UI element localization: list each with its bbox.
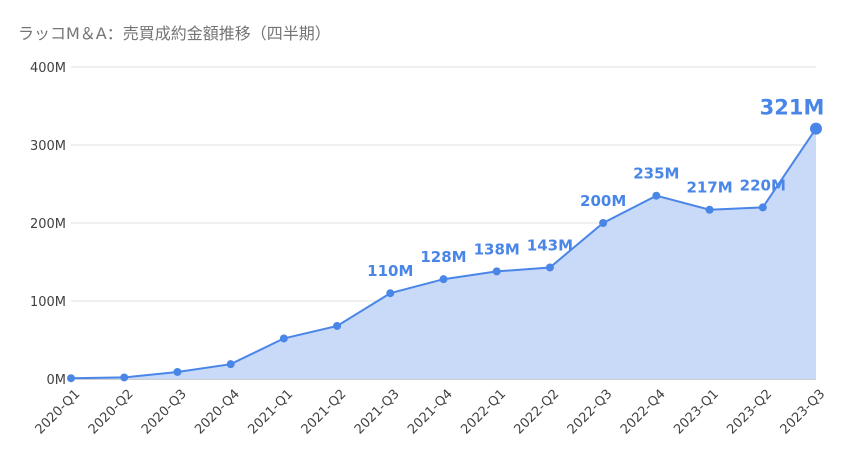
x-tick-label: 2023-Q1 xyxy=(671,387,722,438)
data-label: 200M xyxy=(580,192,626,210)
data-label: 128M xyxy=(420,248,466,266)
data-label: 110M xyxy=(367,262,413,280)
y-tick-label: 300M xyxy=(30,139,66,154)
x-tick-label: 2021-Q4 xyxy=(405,387,456,438)
y-axis-ticks: 0M 100M 200M 300M 400M xyxy=(30,61,66,388)
y-tick-label: 0M xyxy=(47,373,67,388)
data-point xyxy=(120,373,129,382)
data-point xyxy=(545,263,554,272)
chart-title: ラッコM＆A：売買成約金額推移（四半期） xyxy=(18,24,331,43)
x-tick-label: 2022-Q3 xyxy=(565,387,616,438)
x-tick-label: 2020-Q2 xyxy=(86,387,137,438)
area-fill xyxy=(71,128,816,379)
x-tick-label: 2021-Q2 xyxy=(299,387,350,438)
x-axis-ticks: 2020-Q1 2020-Q2 2020-Q3 2020-Q4 2021-Q1 2021-… xyxy=(33,387,829,438)
x-tick-label: 2022-Q4 xyxy=(618,387,669,438)
data-point xyxy=(173,367,182,376)
y-tick-label: 200M xyxy=(30,217,66,232)
x-tick-label: 2023-Q3 xyxy=(778,387,829,438)
x-tick-label: 2020-Q1 xyxy=(33,387,84,438)
x-tick-label: 2021-Q1 xyxy=(245,387,296,438)
data-point xyxy=(226,360,235,369)
x-tick-label: 2023-Q2 xyxy=(724,387,775,438)
data-point xyxy=(67,374,75,383)
data-point xyxy=(492,267,501,276)
data-point xyxy=(279,334,288,343)
y-tick-label: 100M xyxy=(30,295,66,310)
x-tick-label: 2021-Q3 xyxy=(352,387,403,438)
data-label: 217M xyxy=(686,179,732,197)
data-point xyxy=(652,191,661,200)
x-tick-label: 2020-Q4 xyxy=(192,387,243,438)
data-label: 321M xyxy=(760,96,825,120)
data-label: 235M xyxy=(633,165,679,183)
data-point xyxy=(705,205,714,214)
y-tick-label: 400M xyxy=(30,61,66,76)
data-label: 143M xyxy=(527,236,573,254)
data-point xyxy=(439,275,448,284)
data-point xyxy=(810,122,822,135)
x-tick-label: 2022-Q1 xyxy=(458,387,509,438)
data-label: 220M xyxy=(740,176,786,194)
data-point xyxy=(386,289,395,298)
data-label: 138M xyxy=(474,240,520,258)
x-tick-label: 2020-Q3 xyxy=(139,387,190,438)
data-labels: 110M 128M 138M 143M 200M 235M 217M 220M 321M xyxy=(367,96,824,281)
x-tick-label: 2022-Q2 xyxy=(512,387,563,438)
data-point xyxy=(333,321,342,330)
data-point xyxy=(758,203,767,212)
data-points xyxy=(67,122,822,383)
data-point xyxy=(599,219,608,227)
